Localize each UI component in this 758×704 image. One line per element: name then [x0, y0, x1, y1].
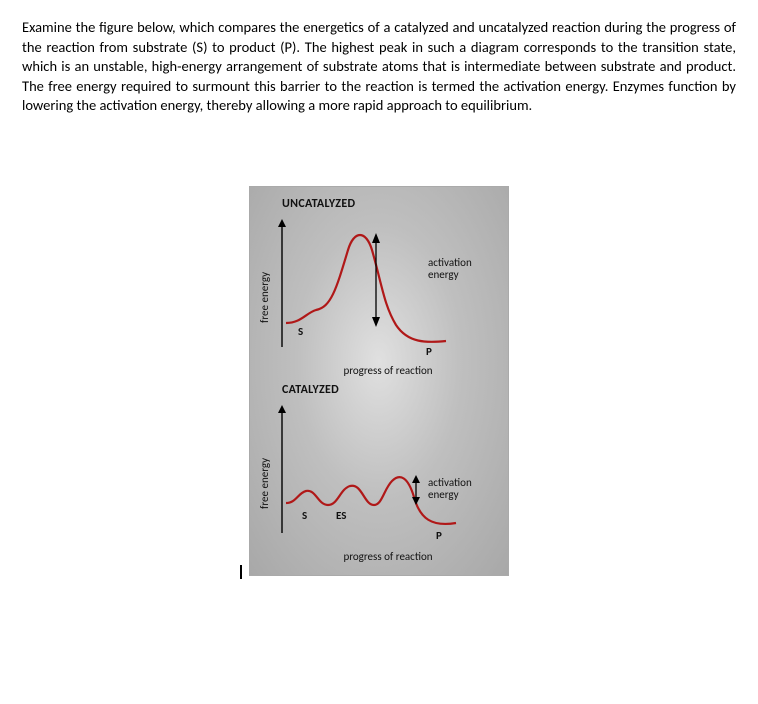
plot-catalyzed: S ES P activation energy [276, 401, 496, 546]
text-cursor-icon [240, 565, 242, 579]
panel-title-catalyzed: CATALYZED [282, 383, 500, 397]
activation-arrow-up-cat [412, 475, 420, 483]
energy-figure: UNCATALYZED free energy S P [249, 186, 509, 576]
annot-text-cat: activation energy [428, 476, 472, 501]
activation-arrow-down [372, 317, 380, 327]
label-es-cat: ES [336, 509, 346, 522]
intro-paragraph: Examine the figure below, which compares… [22, 18, 736, 116]
yaxis-arrowhead [278, 219, 286, 227]
plot-svg-uncatalyzed [276, 215, 496, 360]
label-s-cat: S [302, 509, 307, 522]
xlabel-uncatalyzed: progress of reaction [276, 364, 500, 377]
activation-arrow-down-cat [412, 497, 420, 505]
ylabel-catalyzed: free energy [258, 401, 276, 546]
ylabel-uncatalyzed: free energy [258, 215, 276, 360]
label-p-uncat: P [426, 345, 432, 358]
panel-title-uncatalyzed: UNCATALYZED [282, 197, 500, 211]
energy-curve-uncatalyzed [286, 235, 446, 342]
label-s-uncat: S [298, 325, 303, 338]
plot-svg-catalyzed [276, 401, 496, 546]
activation-arrow-up [372, 233, 380, 243]
figure-container: UNCATALYZED free energy S P [22, 186, 736, 576]
plot-uncatalyzed: S P activation energy [276, 215, 496, 360]
panel-uncatalyzed: UNCATALYZED free energy S P [258, 197, 500, 377]
panel-catalyzed: CATALYZED free energy S ES P [258, 383, 500, 563]
yaxis-arrowhead-cat [278, 405, 286, 413]
annot-text-uncat: activation energy [428, 256, 472, 281]
xlabel-catalyzed: progress of reaction [276, 550, 500, 563]
annot-catalyzed: activation energy [428, 477, 498, 501]
annot-uncatalyzed: activation energy [428, 257, 498, 281]
label-p-cat: P [436, 529, 442, 542]
